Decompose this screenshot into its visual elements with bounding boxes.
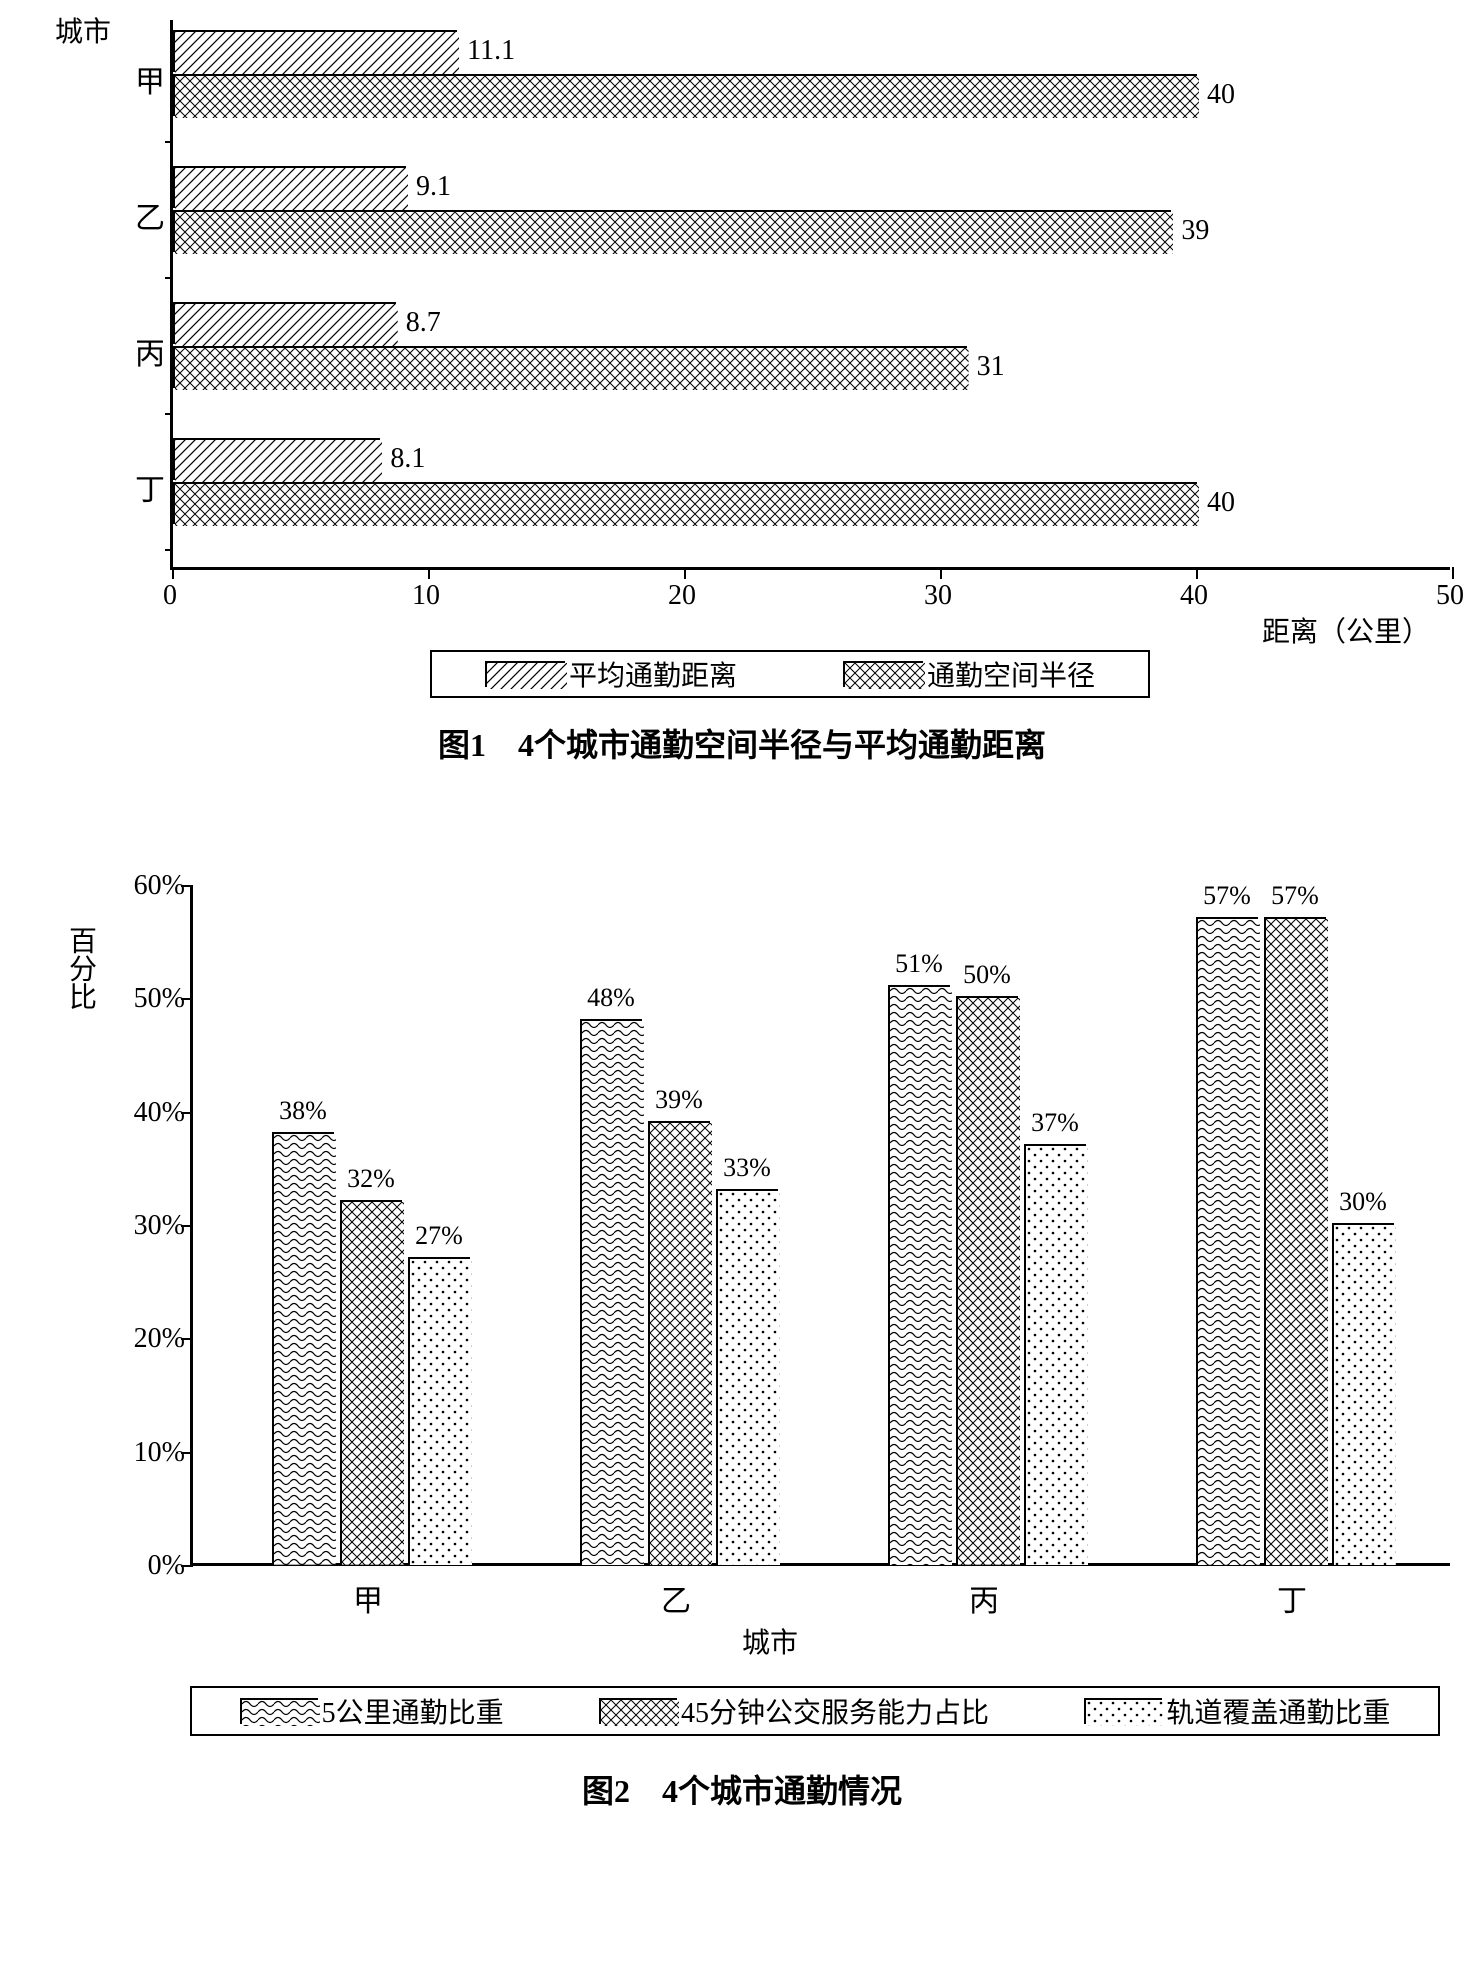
chart2-category-label: 乙 [661, 1576, 691, 1620]
chart1-legend: 平均通勤距离 通勤空间半径 [430, 650, 1150, 698]
chart1-xtick-label: 30 [924, 580, 952, 612]
chart2-bar-value: 48% [587, 983, 635, 1013]
chart2-bar-value: 27% [415, 1221, 463, 1251]
chart2-ytick-label: 50% [125, 983, 185, 1015]
legend-swatch [240, 1698, 318, 1724]
chart2-ytick-label: 60% [125, 870, 185, 902]
chart2-bar-value: 37% [1031, 1108, 1079, 1138]
legend-label: 平均通勤距离 [569, 654, 737, 694]
chart1-bar-value: 11.1 [467, 35, 515, 67]
chart1-xtick-label: 0 [163, 580, 177, 612]
chart2-xlabel: 城市 [742, 1621, 798, 1661]
chart1-bar-value: 40 [1207, 487, 1235, 519]
chart1-bar [173, 302, 396, 344]
chart2-bar [272, 1132, 334, 1563]
chart2-ytick-label: 40% [125, 1097, 185, 1129]
chart2-legend-item: 45分钟公交服务能力占比 [599, 1691, 989, 1731]
chart1-plot-area: 11.1 40 9.1 39 8.7 31 8.1 40 [170, 20, 1450, 570]
chart2-legend-item: 5公里通勤比重 [240, 1691, 504, 1731]
chart1-bar [173, 346, 967, 388]
chart2-category-label: 甲 [353, 1576, 383, 1620]
chart2-category-label: 丙 [969, 1576, 999, 1620]
chart2-bar-value: 33% [723, 1153, 771, 1183]
chart2-ylabel: 百分比 [60, 926, 100, 1010]
chart1-ylabel: 城市 [55, 10, 111, 50]
chart2-bar-value: 38% [279, 1096, 327, 1126]
chart2-bar [340, 1200, 402, 1563]
chart2: 百分比 38% 32% 27% 48% 39% 33% 51% 50% 37% 57% 57% 30%… [50, 866, 1470, 1666]
legend-label: 轨道覆盖通勤比重 [1166, 1691, 1390, 1731]
chart1-container: 城市 11.1409.1398.7318.140 距离（公里） 平均通勤距离通勤… [20, 20, 1464, 766]
chart1-bar-value: 8.1 [390, 443, 425, 475]
legend-swatch [485, 661, 565, 687]
chart1-xtick-label: 10 [412, 580, 440, 612]
legend-swatch [843, 661, 923, 687]
chart1-xtick-label: 20 [668, 580, 696, 612]
chart1-category-label: 乙 [125, 193, 165, 237]
chart2-bar [1264, 917, 1326, 1563]
chart1-bar [173, 482, 1197, 524]
chart2-bar [1196, 917, 1258, 1563]
legend-label: 通勤空间半径 [927, 654, 1095, 694]
chart1-category-label: 丁 [125, 465, 165, 509]
chart1-legend-item: 通勤空间半径 [843, 654, 1095, 694]
legend-label: 45分钟公交服务能力占比 [681, 1691, 989, 1731]
chart1-bar-value: 9.1 [416, 171, 451, 203]
chart1-xtick-label: 50 [1436, 580, 1464, 612]
chart2-bar [1024, 1144, 1086, 1563]
chart2-bar [408, 1257, 470, 1563]
chart1-xlabel: 距离（公里） [1262, 610, 1430, 650]
chart1: 城市 11.1409.1398.7318.140 距离（公里） 平均通勤距离通勤… [50, 20, 1470, 680]
chart1-bar [173, 438, 380, 480]
chart2-bar [648, 1121, 710, 1563]
chart2-legend-item: 轨道覆盖通勤比重 [1084, 1691, 1390, 1731]
chart2-plot-area: 38%32%27%48%39%33%51%50%37%57%57%30% [190, 886, 1450, 1566]
chart1-bar-value: 31 [977, 351, 1005, 383]
chart1-bar-value: 39 [1181, 215, 1209, 247]
chart2-bar [1332, 1223, 1394, 1563]
chart2-bar [888, 985, 950, 1563]
chart1-category-label: 丙 [125, 329, 165, 373]
chart2-bar-value: 50% [963, 960, 1011, 990]
chart1-bar [173, 166, 406, 208]
chart1-bar [173, 210, 1171, 252]
chart2-category-label: 丁 [1277, 1576, 1307, 1620]
chart2-ytick-label: 20% [125, 1323, 185, 1355]
chart2-caption: 图2 4个城市通勤情况 [20, 1766, 1464, 1812]
chart1-category-label: 甲 [125, 57, 165, 101]
chart2-ytick-label: 30% [125, 1210, 185, 1242]
legend-swatch [1084, 1698, 1162, 1724]
chart2-bar [956, 996, 1018, 1563]
chart2-bar [580, 1019, 642, 1563]
chart2-bar-value: 39% [655, 1085, 703, 1115]
chart2-bar-value: 51% [895, 949, 943, 979]
chart1-bar [173, 30, 457, 72]
chart2-bar-value: 57% [1271, 881, 1319, 911]
chart2-bar-value: 32% [347, 1164, 395, 1194]
chart2-ytick-label: 0% [125, 1550, 185, 1582]
chart1-xtick-label: 40 [1180, 580, 1208, 612]
chart2-legend: 5公里通勤比重 45分钟公交服务能力占比 轨道覆盖通勤比重 [190, 1686, 1440, 1736]
chart1-legend-item: 平均通勤距离 [485, 654, 737, 694]
chart2-ytick-label: 10% [125, 1437, 185, 1469]
chart1-bar [173, 74, 1197, 116]
chart2-bar-value: 30% [1339, 1187, 1387, 1217]
chart1-bar-value: 8.7 [406, 307, 441, 339]
chart2-container: 百分比 38% 32% 27% 48% 39% 33% 51% 50% 37% 57% 57% 30%… [20, 866, 1464, 1812]
legend-swatch [599, 1698, 677, 1724]
chart1-caption: 图1 4个城市通勤空间半径与平均通勤距离 [20, 720, 1464, 766]
chart2-bar-value: 57% [1203, 881, 1251, 911]
legend-label: 5公里通勤比重 [322, 1691, 504, 1731]
chart1-bar-value: 40 [1207, 79, 1235, 111]
chart2-bar [716, 1189, 778, 1563]
